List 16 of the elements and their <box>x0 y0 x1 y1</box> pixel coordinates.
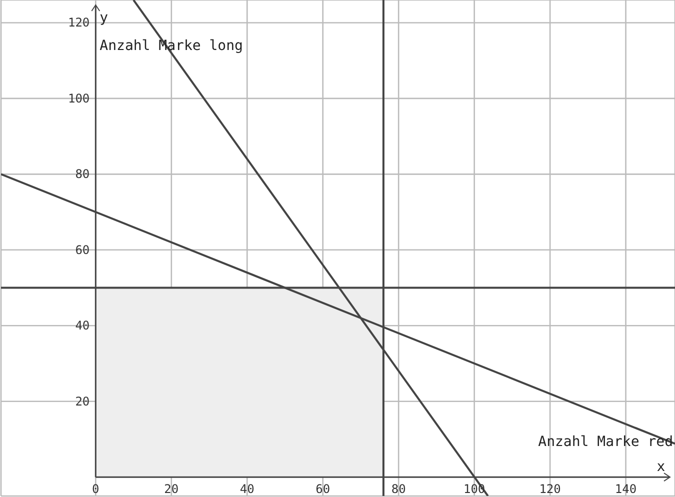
x-axis-title: x <box>656 459 666 476</box>
annotation: Anzahl Marke red <box>538 434 673 450</box>
x-tick-label: 40 <box>240 482 254 496</box>
y-tick-label: 80 <box>75 167 90 182</box>
y-tick-label: 100 <box>68 91 90 106</box>
y-axis-title: y <box>100 10 108 26</box>
x-tick-label: 60 <box>316 482 330 496</box>
x-tick-label: 140 <box>614 482 637 496</box>
x-tick-label: 20 <box>164 482 179 496</box>
x-tick-label: 0 <box>92 482 100 496</box>
y-tick-label: 40 <box>75 318 90 333</box>
y-tick-label: 120 <box>68 16 90 30</box>
x-tick-label: 120 <box>539 482 561 496</box>
y-tick-label: 20 <box>75 394 90 408</box>
y-tick-label: 60 <box>75 242 90 257</box>
x-tick-label: 80 <box>391 482 406 496</box>
